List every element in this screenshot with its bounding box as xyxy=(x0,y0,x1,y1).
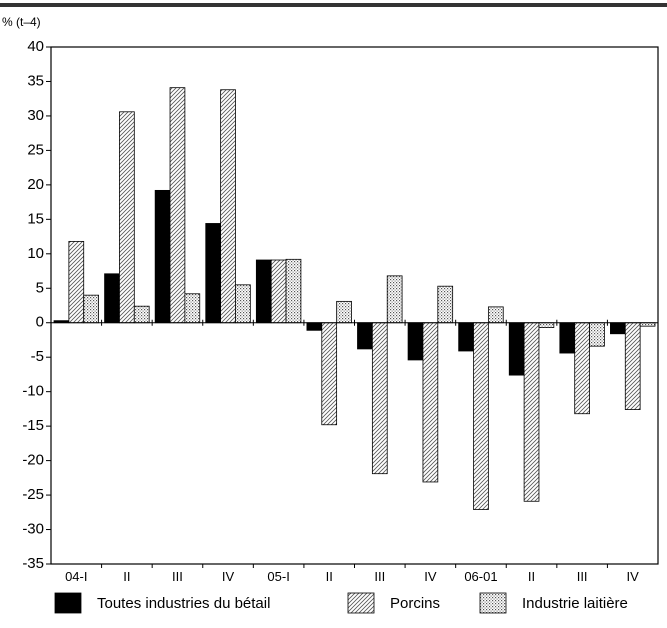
bar xyxy=(205,223,222,324)
bar xyxy=(154,189,171,324)
bars xyxy=(51,87,658,510)
bar xyxy=(357,322,373,350)
x-tick-label: IV xyxy=(627,569,640,584)
x-tick-label: III xyxy=(374,569,385,584)
y-tick-label: -10 xyxy=(22,383,44,400)
bar xyxy=(407,322,424,361)
bar xyxy=(184,293,201,324)
bar xyxy=(104,273,120,324)
bar xyxy=(538,322,555,328)
bar xyxy=(68,240,85,324)
bar xyxy=(235,284,251,324)
x-tick-label: III xyxy=(172,569,183,584)
bar xyxy=(119,111,135,324)
x-tick-label: IV xyxy=(222,569,235,584)
x-tick-label: III xyxy=(577,569,588,584)
legend-label: Toutes industries du bétail xyxy=(97,595,270,612)
bar xyxy=(589,322,605,347)
y-tick-label: -5 xyxy=(31,348,44,365)
x-axis: 04-I II III IV 05-I II III IV 06-01 II III IV xyxy=(65,319,640,584)
x-tick-label: IV xyxy=(424,569,437,584)
y-tick-label: 5 xyxy=(36,279,44,296)
x-tick-label: II xyxy=(123,569,130,584)
y-tick-label: 15 xyxy=(27,210,44,227)
y-tick-label: -25 xyxy=(22,486,44,503)
y-tick-label: 10 xyxy=(27,245,44,262)
top-rule xyxy=(0,3,667,7)
bar xyxy=(610,322,626,335)
y-tick-label: 30 xyxy=(27,107,44,124)
bar xyxy=(255,259,272,324)
bar xyxy=(133,305,150,324)
bar xyxy=(371,322,388,475)
y-tick-label: -35 xyxy=(22,555,44,572)
bar xyxy=(574,322,590,415)
plot-frame xyxy=(50,46,659,565)
x-tick-label: 06-01 xyxy=(464,569,497,584)
bar xyxy=(487,306,504,324)
bar xyxy=(386,275,403,324)
bar xyxy=(169,87,186,324)
bar xyxy=(285,258,302,324)
bar xyxy=(270,259,287,324)
bar xyxy=(83,294,99,324)
y-tick-label: -15 xyxy=(22,417,44,434)
bar xyxy=(508,322,525,376)
legend-label: Porcins xyxy=(390,595,440,612)
y-axis: 40 35 30 25 20 15 10 5 0 -5 -10 -15 -20 -25 -30 -35 xyxy=(22,38,51,572)
x-tick-label: II xyxy=(528,569,535,584)
x-tick-label: 04-I xyxy=(65,569,87,584)
y-tick-label: -30 xyxy=(22,521,44,538)
bar xyxy=(458,322,474,352)
unit-label: % (t–4) xyxy=(2,15,41,29)
bar xyxy=(336,300,352,324)
bar xyxy=(639,322,656,327)
bar xyxy=(306,322,323,331)
bar xyxy=(559,322,576,354)
y-tick-label: 25 xyxy=(27,141,44,158)
legend: Toutes industries du bétail Porcins Indust… xyxy=(54,592,628,614)
y-tick-label: 35 xyxy=(27,72,44,89)
bar xyxy=(624,322,641,410)
y-tick-label: 0 xyxy=(36,314,44,331)
bar xyxy=(437,285,454,324)
y-tick-label: 20 xyxy=(27,176,44,193)
x-tick-label: 05-I xyxy=(267,569,289,584)
bar xyxy=(473,322,489,510)
x-tick-label: II xyxy=(326,569,333,584)
y-tick-label: -20 xyxy=(22,452,44,469)
bar xyxy=(321,322,338,426)
legend-swatch xyxy=(54,592,82,614)
legend-swatch xyxy=(347,592,375,614)
bar xyxy=(523,322,540,502)
legend-label: Industrie laitière xyxy=(522,595,628,612)
legend-swatch xyxy=(479,592,507,614)
bar xyxy=(220,89,236,324)
y-tick-label: 40 xyxy=(27,38,44,55)
bar xyxy=(422,322,439,483)
